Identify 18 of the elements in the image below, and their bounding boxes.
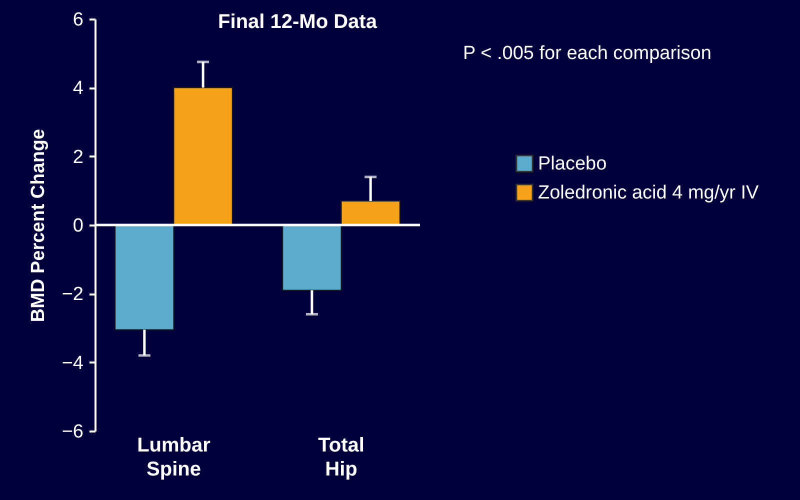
bar — [340, 200, 400, 226]
x-tick-label: Total Hip — [318, 434, 364, 480]
y-axis-title: BMD Percent Change — [28, 128, 49, 322]
legend-label: Zoledronic acid 4 mg/yr IV — [538, 182, 760, 204]
y-tick-label: 0 — [72, 216, 84, 236]
y-tick-label: 4 — [72, 78, 84, 100]
bar — [173, 87, 233, 226]
y-tick-label: −2 — [62, 284, 84, 306]
bar — [282, 224, 342, 291]
y-tick-label: 6 — [72, 10, 84, 30]
y-tick-label: −6 — [62, 422, 84, 442]
text: P < .005 for each comparison — [463, 43, 712, 65]
y-tick-label: −4 — [62, 352, 84, 374]
chart-title: Final 12-Mo Data — [218, 11, 378, 33]
bar — [114, 224, 174, 330]
legend-label: Placebo — [538, 154, 607, 174]
x-tick-label: Lumbar Spine — [137, 434, 211, 480]
y-tick-label: 2 — [72, 146, 84, 168]
